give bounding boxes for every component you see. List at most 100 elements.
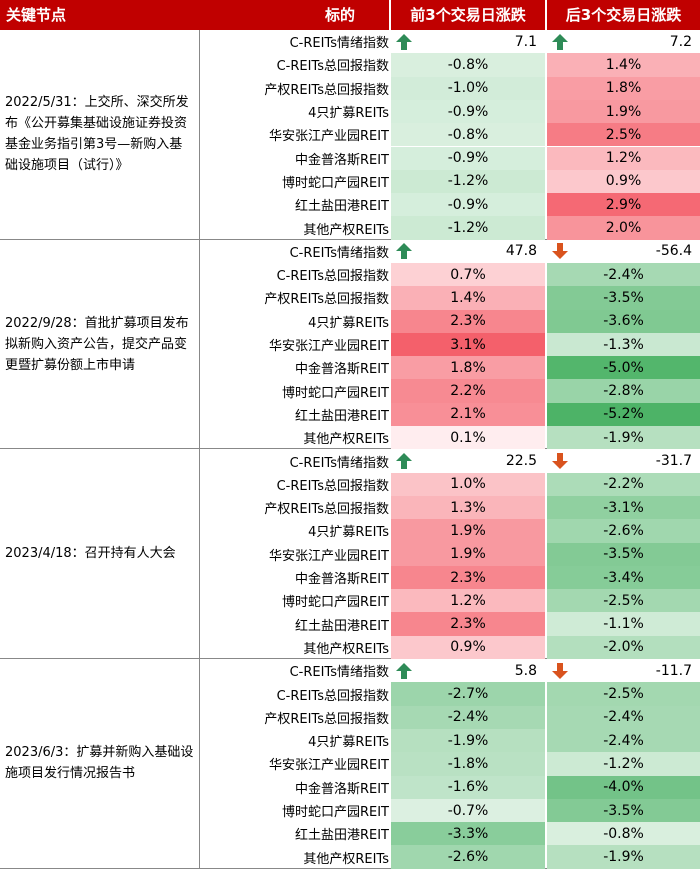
value-before-cell: -0.7% xyxy=(391,798,545,823)
value-after-cell: -5.0% xyxy=(547,356,700,380)
value-before-cell: 1.3% xyxy=(391,495,545,520)
value-after-cell: -2.4% xyxy=(547,705,700,729)
sentiment-after-cell: -31.7 xyxy=(547,449,700,472)
value-before-cell: 1.8% xyxy=(391,356,545,380)
arrow-up-icon xyxy=(396,33,412,50)
target-label: C-REITs情绪指数 xyxy=(289,245,389,261)
target-label: 博时蛇口产园REIT xyxy=(281,805,389,821)
sentiment-row: C-REITs情绪指数 7.1 7.2 xyxy=(200,30,700,53)
value-after-cell: -1.3% xyxy=(547,332,700,357)
value-after-cell: -2.8% xyxy=(547,379,700,403)
value-after-cell: -0.8% xyxy=(547,822,700,846)
table-row: 4只扩募REITs 2.3% -3.6% xyxy=(200,309,700,333)
sentiment-row: C-REITs情绪指数 22.5 -31.7 xyxy=(200,449,700,472)
header-node: 关键节点 xyxy=(0,0,200,30)
target-label: 红土盐田港REIT xyxy=(294,408,389,424)
value-before-cell: -1.9% xyxy=(391,728,545,753)
sentiment-row: C-REITs情绪指数 5.8 -11.7 xyxy=(200,659,700,682)
table-row: C-REITs总回报指数 -2.7% -2.5% xyxy=(200,682,700,706)
value-before-cell: 0.9% xyxy=(391,635,545,660)
target-label: 博时蛇口产园REIT xyxy=(281,595,389,611)
target-label: 产权REITs总回报指数 xyxy=(264,82,389,98)
target-label: 红土盐田港REIT xyxy=(294,199,389,215)
target-label: 其他产权REITs xyxy=(303,851,389,867)
target-label: 博时蛇口产园REIT xyxy=(281,175,389,191)
value-before-cell: -1.2% xyxy=(391,169,545,194)
value-before-cell: 3.1% xyxy=(391,332,545,357)
target-label: 其他产权REITs xyxy=(303,222,389,238)
arrow-down-icon xyxy=(552,453,568,470)
value-after-cell: -1.1% xyxy=(547,612,700,636)
target-label: 4只扩募REITs xyxy=(308,315,389,331)
value-before-cell: 2.3% xyxy=(391,309,545,333)
value-before-cell: 0.7% xyxy=(391,262,545,287)
target-label: 红土盐田港REIT xyxy=(294,828,389,844)
table-row: 华安张江产业园REIT -1.8% -1.2% xyxy=(200,752,700,776)
value-after-cell: -3.5% xyxy=(547,542,700,566)
sentiment-after-value: 7.2 xyxy=(669,33,692,50)
value-after-cell: -3.5% xyxy=(547,798,700,823)
event-node: 2023/6/3：扩募并新购入基础设施项目发行情况报告书 xyxy=(0,659,200,868)
value-before-cell: -1.6% xyxy=(391,775,545,799)
table-row: C-REITs总回报指数 -0.8% 1.4% xyxy=(200,53,700,77)
value-after-cell: -1.9% xyxy=(547,845,700,869)
table-row: 中金普洛斯REIT 1.8% -5.0% xyxy=(200,356,700,380)
value-after-cell: -2.0% xyxy=(547,635,700,660)
value-before-cell: -2.6% xyxy=(391,845,545,869)
value-after-cell: -1.2% xyxy=(547,752,700,776)
target-label: C-REITs情绪指数 xyxy=(289,455,389,471)
value-before-cell: -3.3% xyxy=(391,822,545,846)
target-label: 中金普洛斯REIT xyxy=(294,781,389,797)
value-before-cell: 0.1% xyxy=(391,426,545,450)
target-label: 华安张江产业园REIT xyxy=(268,758,389,774)
sentiment-after-cell: -11.7 xyxy=(547,659,700,682)
header-after: 后3个交易日涨跌 xyxy=(547,0,700,30)
value-before-cell: 1.2% xyxy=(391,589,545,613)
target-label: 4只扩募REITs xyxy=(308,525,389,541)
value-after-cell: -3.1% xyxy=(547,495,700,520)
value-after-cell: -3.4% xyxy=(547,565,700,590)
arrow-up-icon xyxy=(396,453,412,470)
value-after-cell: 2.0% xyxy=(547,216,700,240)
target-label: 其他产权REITs xyxy=(303,432,389,448)
value-after-cell: -2.2% xyxy=(547,472,700,496)
table-row: C-REITs总回报指数 1.0% -2.2% xyxy=(200,472,700,496)
target-label: C-REITs情绪指数 xyxy=(289,665,389,681)
table-row: 中金普洛斯REIT -1.6% -4.0% xyxy=(200,775,700,799)
event-node: 2022/9/28：首批扩募项目发布拟新购入资产公告，提交产品变更暨扩募份额上市… xyxy=(0,239,200,449)
target-label: 中金普洛斯REIT xyxy=(294,152,389,168)
table-row: 博时蛇口产园REIT -1.2% 0.9% xyxy=(200,169,700,194)
value-after-cell: 1.4% xyxy=(547,53,700,77)
event-group: 2022/5/31：上交所、深交所发布《公开募集基础设施证券投资基金业务指引第3… xyxy=(0,30,700,240)
value-after-cell: -4.0% xyxy=(547,775,700,799)
sentiment-after-cell: -56.4 xyxy=(547,240,700,263)
value-after-cell: -3.6% xyxy=(547,309,700,333)
table-row: 其他产权REITs -2.6% -1.9% xyxy=(200,845,700,869)
table-row: 华安张江产业园REIT 1.9% -3.5% xyxy=(200,542,700,566)
target-label: 华安张江产业园REIT xyxy=(268,339,389,355)
target-label: 中金普洛斯REIT xyxy=(294,362,389,378)
sentiment-after-value: -11.7 xyxy=(655,662,692,679)
target-label: 4只扩募REITs xyxy=(308,106,389,122)
table-row: 博时蛇口产园REIT 2.2% -2.8% xyxy=(200,379,700,403)
table-row: 其他产权REITs 0.1% -1.9% xyxy=(200,426,700,450)
sentiment-before-cell: 47.8 xyxy=(391,240,545,263)
arrow-up-icon xyxy=(552,33,568,50)
value-after-cell: 1.8% xyxy=(547,76,700,100)
table-row: 红土盐田港REIT 2.3% -1.1% xyxy=(200,612,700,636)
event-group: 2023/6/3：扩募并新购入基础设施项目发行情况报告书 C-REITs情绪指数 5… xyxy=(0,659,700,869)
target-label: C-REITs总回报指数 xyxy=(276,269,389,285)
sentiment-before-cell: 22.5 xyxy=(391,449,545,472)
value-before-cell: -1.8% xyxy=(391,752,545,776)
value-before-cell: -0.8% xyxy=(391,123,545,147)
header-target: 标的 xyxy=(200,0,389,30)
value-before-cell: 2.2% xyxy=(391,379,545,403)
value-before-cell: 2.1% xyxy=(391,402,545,427)
target-label: 华安张江产业园REIT xyxy=(268,129,389,145)
sentiment-before-cell: 5.8 xyxy=(391,659,545,682)
target-label: 华安张江产业园REIT xyxy=(268,548,389,564)
target-label: 产权REITs总回报指数 xyxy=(264,711,389,727)
target-label: C-REITs总回报指数 xyxy=(276,688,389,704)
event-group: 2023/4/18：召开持有人大会 C-REITs情绪指数 22.5 -31.7 C-R… xyxy=(0,449,700,660)
